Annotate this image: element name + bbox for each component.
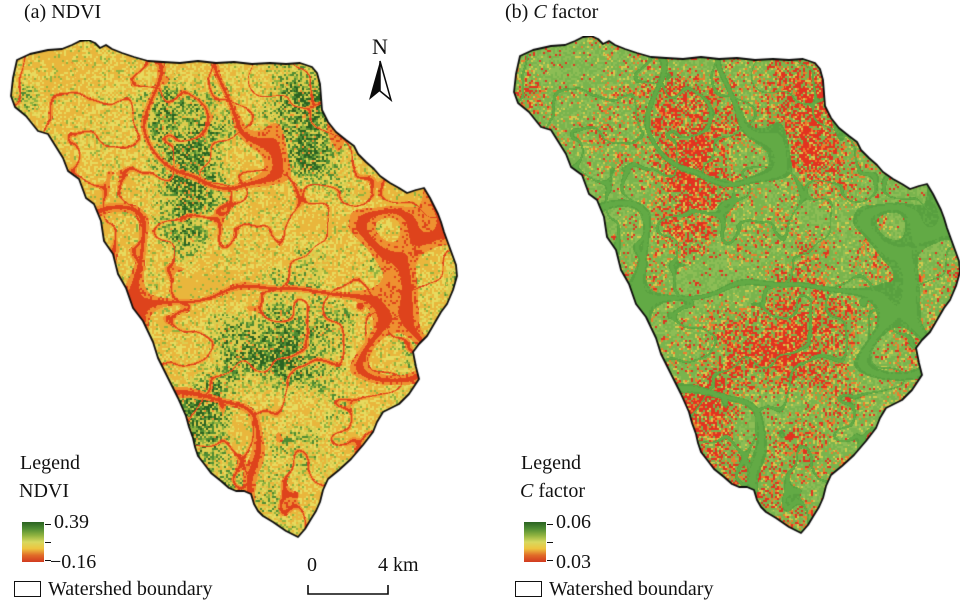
ramp-tick-top: [45, 524, 51, 525]
panel-cfactor-title-text: (b): [505, 1, 534, 23]
ramp-max-label: 0.39: [54, 511, 89, 533]
panel-cfactor: (b) C factor Legend C factor 0.06 0.03 W…: [503, 0, 960, 606]
cfactor-map-canvas: [503, 36, 960, 538]
panel-ndvi-title: (a) NDVI: [24, 1, 101, 23]
scale-bar: 0 4 km: [300, 554, 420, 600]
panel-ndvi-title-text: (a) NDVI: [24, 1, 102, 23]
ndvi-color-ramp: [22, 522, 44, 562]
panel-ndvi: (a) NDVI Legend NDVI 0.39 −0.16 Watershe…: [0, 1, 470, 600]
scale-bar-zero: 0: [307, 554, 317, 576]
north-label: N: [372, 34, 388, 59]
watershed-boundary-legend: Watershed boundary: [14, 578, 212, 600]
ramp-tick-top: [547, 524, 553, 525]
ramp-max-label: 0.06: [556, 511, 591, 533]
watershed-boundary-swatch: [515, 581, 542, 597]
watershed-boundary-legend: Watershed boundary: [515, 578, 713, 600]
watershed-boundary-swatch: [14, 581, 41, 597]
scale-bar-line: [307, 585, 389, 595]
legend-heading: Legend: [521, 452, 581, 474]
ramp-tick-bottom: [45, 560, 51, 561]
ramp-min-label: 0.03: [556, 551, 591, 573]
legend-heading: Legend: [20, 452, 80, 474]
panel-cfactor-title: (b) C factor: [505, 1, 599, 23]
legend-layer-label: C factor: [520, 480, 585, 502]
cfactor-color-ramp: [524, 522, 546, 562]
north-arrow: N: [358, 36, 402, 103]
ramp-min-label: −0.16: [50, 551, 97, 573]
north-arrow-icon: [369, 60, 393, 103]
scale-bar-end: 4 km: [378, 554, 419, 576]
watershed-boundary-label: Watershed boundary: [48, 578, 213, 600]
ramp-tick-bottom: [547, 560, 553, 561]
legend-layer-label: NDVI: [19, 480, 69, 502]
watershed-boundary-label: Watershed boundary: [549, 578, 714, 600]
ramp-tick-middle: [45, 542, 51, 543]
ndvi-map-canvas: [0, 40, 470, 542]
ramp-tick-middle: [547, 542, 553, 543]
